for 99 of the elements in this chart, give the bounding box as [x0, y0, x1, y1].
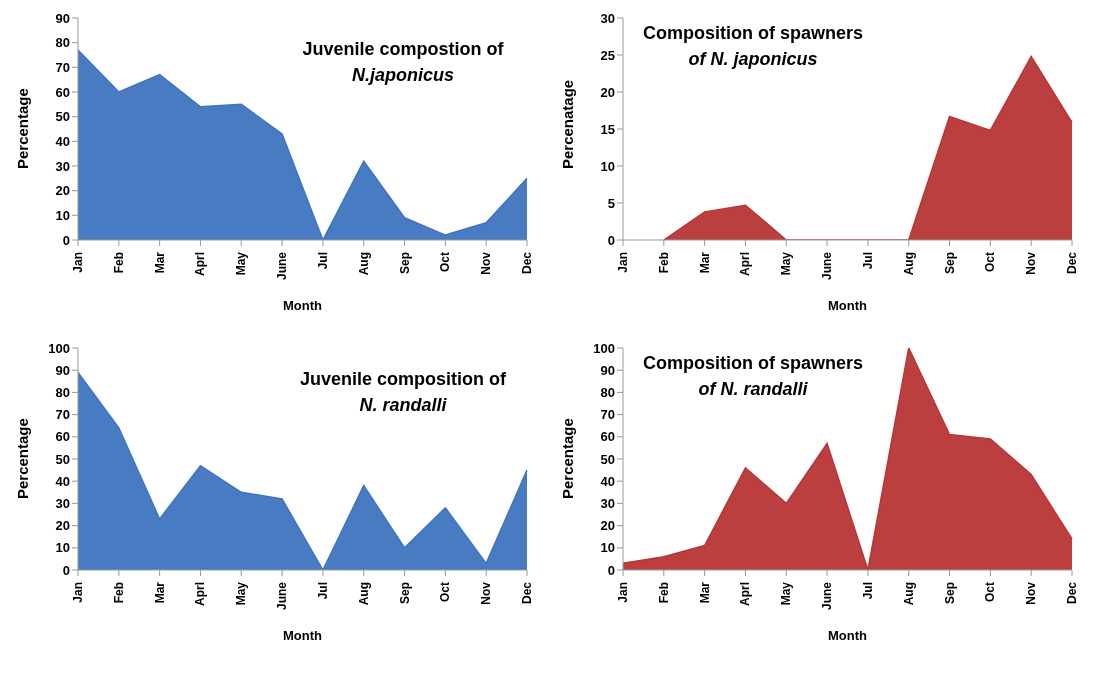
- x-tick-label: Jul: [860, 582, 875, 600]
- y-tick-label: 80: [600, 385, 615, 401]
- y-tick-label: 5: [607, 195, 615, 211]
- y-tick-label: 0: [607, 232, 615, 248]
- x-tick-label: Feb: [111, 582, 126, 604]
- y-tick-label: 90: [600, 362, 615, 378]
- x-tick-label: Sep: [942, 252, 957, 275]
- y-tick-label: 70: [55, 59, 70, 75]
- y-tick-label: 60: [55, 429, 70, 445]
- y-tick-label: 100: [48, 340, 70, 356]
- x-tick-label: Aprl: [193, 582, 208, 606]
- x-tick-label: Mar: [152, 251, 167, 274]
- x-tick-label: May: [779, 581, 794, 606]
- x-tick-label: Feb: [656, 252, 671, 274]
- y-tick-label: 0: [62, 232, 70, 248]
- x-tick-label: Aug: [356, 582, 371, 606]
- x-tick-label: Sep: [397, 252, 412, 275]
- x-tick-label: Jul: [315, 252, 330, 270]
- y-tick-label: 100: [593, 340, 615, 356]
- x-tick-label: Nov: [1024, 581, 1039, 605]
- x-tick-label: Jan: [616, 252, 630, 273]
- y-tick-label: 60: [55, 84, 70, 100]
- x-tick-label: Aprl: [193, 252, 208, 276]
- x-tick-label: Sep: [397, 582, 412, 605]
- x-tick-label: May: [234, 581, 249, 606]
- x-tick-label: Sep: [942, 582, 957, 605]
- x-tick-label: Mar: [152, 581, 167, 604]
- x-tick-label: Oct: [438, 582, 453, 603]
- y-tick-label: 30: [600, 496, 615, 512]
- y-tick-label: 30: [55, 496, 70, 512]
- x-tick-label: Aug: [901, 252, 916, 276]
- x-axis-title: Month: [828, 298, 868, 313]
- x-tick-label: May: [779, 251, 794, 276]
- y-axis-title: Percenatage: [559, 79, 577, 169]
- x-tick-label: May: [234, 251, 249, 276]
- x-tick-label: Jan: [71, 582, 85, 603]
- x-tick-label: Aug: [356, 252, 371, 276]
- y-tick-label: 90: [55, 10, 70, 26]
- x-tick-label: Oct: [438, 252, 453, 273]
- x-tick-label: Oct: [983, 582, 998, 603]
- text: Composition of spawners of N. randalli: [642, 352, 864, 401]
- y-tick-label: 80: [55, 385, 70, 401]
- y-tick-label: 60: [600, 429, 615, 445]
- x-tick-label: Jan: [71, 252, 85, 273]
- text: Juvenile composition of N. randalli: [299, 368, 507, 417]
- y-tick-label: 10: [55, 540, 70, 556]
- text: Composition of spawners of N. japonicus: [642, 22, 864, 71]
- y-tick-label: 20: [600, 84, 615, 100]
- y-axis-title: Percentage: [14, 418, 32, 499]
- x-axis-title: Month: [283, 628, 323, 643]
- y-tick-label: 25: [600, 47, 615, 63]
- x-tick-label: Aprl: [738, 582, 753, 606]
- y-tick-label: 90: [55, 362, 70, 378]
- y-tick-label: 40: [55, 133, 70, 149]
- x-tick-label: Aprl: [738, 252, 753, 276]
- y-tick-label: 80: [55, 35, 70, 51]
- x-tick-label: Dec: [1065, 251, 1079, 275]
- y-tick-label: 0: [607, 562, 615, 578]
- y-tick-label: 30: [55, 158, 70, 174]
- y-axis-title: Percentage: [14, 88, 32, 169]
- x-tick-label: June: [820, 251, 835, 281]
- y-tick-label: 10: [55, 207, 70, 223]
- x-tick-label: Feb: [111, 252, 126, 274]
- x-tick-label: Nov: [479, 581, 494, 605]
- y-tick-label: 40: [600, 473, 615, 489]
- y-tick-label: 70: [600, 407, 615, 423]
- y-tick-label: 50: [600, 451, 615, 467]
- x-axis-title: Month: [283, 298, 323, 313]
- y-tick-label: 15: [600, 121, 615, 137]
- y-tick-label: 40: [55, 473, 70, 489]
- y-axis-title: Percentage: [559, 418, 577, 499]
- y-tick-label: 50: [55, 451, 70, 467]
- x-tick-label: June: [820, 581, 835, 611]
- x-axis-title: Month: [828, 628, 868, 643]
- y-tick-label: 10: [600, 158, 615, 174]
- x-tick-label: Mar: [697, 251, 712, 274]
- x-tick-label: Jan: [616, 582, 630, 603]
- x-tick-label: Dec: [520, 581, 534, 605]
- x-tick-label: June: [275, 581, 290, 611]
- x-tick-label: Dec: [1065, 581, 1079, 605]
- x-tick-label: Nov: [1024, 251, 1039, 275]
- x-tick-label: Aug: [901, 582, 916, 606]
- x-tick-label: Dec: [520, 251, 534, 275]
- x-tick-label: Mar: [697, 581, 712, 604]
- x-tick-label: Nov: [479, 251, 494, 275]
- x-tick-label: Jul: [315, 582, 330, 600]
- text: Juvenile compostion of N.japonicus: [301, 38, 505, 87]
- y-tick-label: 30: [600, 10, 615, 26]
- x-tick-label: Oct: [983, 252, 998, 273]
- x-tick-label: Jul: [860, 252, 875, 270]
- y-tick-label: 10: [600, 540, 615, 556]
- y-tick-label: 20: [55, 183, 70, 199]
- y-tick-label: 70: [55, 407, 70, 423]
- y-tick-label: 50: [55, 109, 70, 125]
- y-tick-label: 0: [62, 562, 70, 578]
- y-tick-label: 20: [55, 518, 70, 534]
- x-tick-label: June: [275, 251, 290, 281]
- y-tick-label: 20: [600, 518, 615, 534]
- x-tick-label: Feb: [656, 582, 671, 604]
